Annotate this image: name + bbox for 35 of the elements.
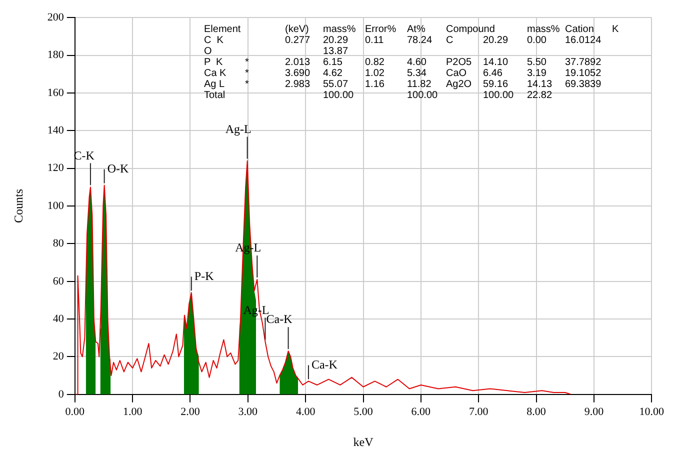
y-tick-label: 80 xyxy=(52,238,64,250)
text: O 13.87 xyxy=(204,46,348,57)
text: P K * 2.013 6.15 0.82 4.60 P2O5 14.10 5.50 37.7892 xyxy=(204,57,602,68)
annotation: P-K xyxy=(194,268,214,283)
x-tick-label: 6.00 xyxy=(411,406,432,418)
x-tick-label: 10.00 xyxy=(639,406,664,418)
y-tick-label: 60 xyxy=(52,275,64,288)
y-tick-label: 180 xyxy=(47,49,64,62)
y-axis-title: Counts xyxy=(11,188,26,224)
y-tick-label: 40 xyxy=(52,312,64,325)
y-tick-label: 0 xyxy=(58,388,64,400)
x-tick-label: 3.00 xyxy=(238,406,258,418)
y-tick-label: 140 xyxy=(47,124,64,137)
x-tick-label: 1.00 xyxy=(122,406,143,418)
text: Ag L * 2.983 55.07 1.16 11.82 Ag2O 59.16 14.13 69.3839 xyxy=(204,79,602,90)
text: Element (keV) mass% Error% At% Compound mass% Cation K xyxy=(204,24,619,35)
x-axis-title: keV xyxy=(353,434,374,449)
x-tick-label: 0.00 xyxy=(65,406,86,418)
x-tick-label: 8.00 xyxy=(526,406,546,418)
x-tick-label: 5.00 xyxy=(354,406,374,418)
y-tick-label: 160 xyxy=(47,86,64,99)
x-tick-label: 9.00 xyxy=(584,406,604,418)
y-tick-label: 100 xyxy=(47,200,64,212)
annotation: O-K xyxy=(107,161,129,176)
text: Total 100.00 100.00 100.00 22.82 xyxy=(204,90,552,101)
annotation: Ca-K xyxy=(311,357,338,372)
x-tick-label: 4.00 xyxy=(296,406,316,418)
y-tick-label: 200 xyxy=(47,11,64,24)
x-tick-label: 7.00 xyxy=(468,406,489,418)
y-tick-label: 20 xyxy=(52,350,64,363)
text: C K 0.277 20.29 0.11 78.24 C 20.29 0.00 16.0124 xyxy=(204,35,602,46)
y-tick-label: 120 xyxy=(47,162,64,174)
x-tick-label: 2.00 xyxy=(180,406,200,418)
text: Ca K * 3.690 4.62 1.02 5.34 CaO 6.46 3.19 19.1052 xyxy=(204,68,602,79)
annotation: Ag-L xyxy=(225,122,252,136)
